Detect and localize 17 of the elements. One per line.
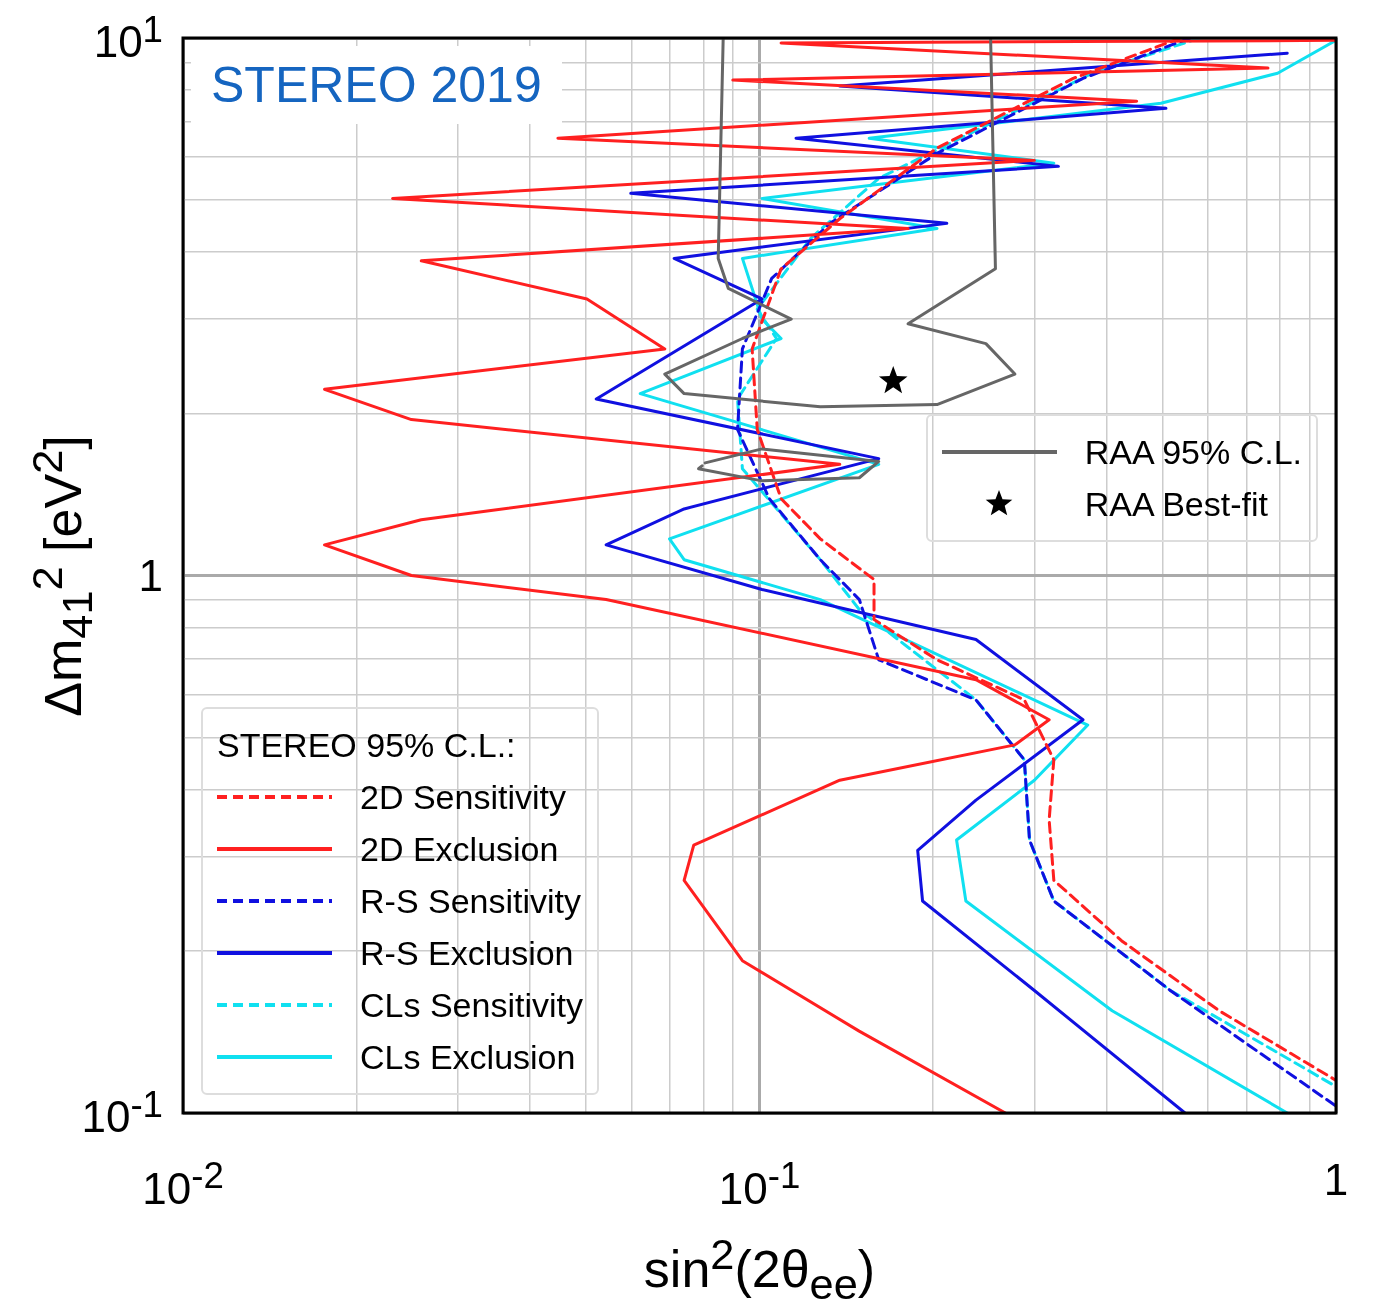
legend-label: 2D Sensitivity xyxy=(360,777,566,817)
legend-label: RAA 95% C.L. xyxy=(1084,432,1302,472)
legend-label: CLs Exclusion xyxy=(360,1037,576,1077)
chart-title: STEREO 2019 xyxy=(191,46,562,124)
x-tick-label: 1 xyxy=(1323,1155,1349,1204)
legend-title: STEREO 95% C.L.: xyxy=(217,725,517,766)
legend-label: CLs Sensitivity xyxy=(360,985,583,1025)
y-tick-label: 10$^{-1}$ xyxy=(81,1083,163,1142)
x-tick-label: 10$^{-1}$ xyxy=(718,1155,801,1213)
y-tick-label: 10$^{1}$ xyxy=(93,8,163,67)
x-axis-title: sin$^{2}$(2θ$_{ee}$) xyxy=(643,1230,876,1302)
legend-label: R-S Exclusion xyxy=(360,933,574,973)
y-tick-label: 1 xyxy=(138,550,163,600)
legend-label: RAA Best-fit xyxy=(1084,484,1268,524)
x-tick-label: 10$^{-2}$ xyxy=(142,1155,224,1213)
legend-label: R-S Sensitivity xyxy=(360,881,582,921)
legend-label: 2D Exclusion xyxy=(360,829,559,869)
